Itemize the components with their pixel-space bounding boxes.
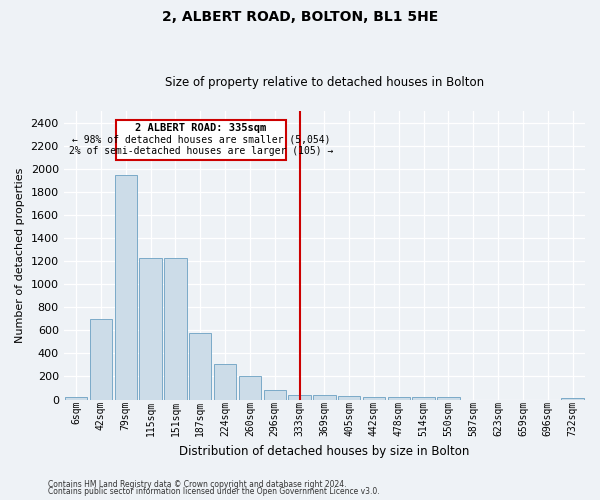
Bar [115, 175, 137, 400]
Bar [437, 396, 460, 400]
Bar [65, 398, 87, 400]
FancyBboxPatch shape [116, 120, 286, 160]
Bar [139, 258, 162, 400]
Text: Contains public sector information licensed under the Open Government Licence v3: Contains public sector information licen… [48, 487, 380, 496]
Bar [214, 364, 236, 400]
Bar [263, 390, 286, 400]
Text: 2, ALBERT ROAD, BOLTON, BL1 5HE: 2, ALBERT ROAD, BOLTON, BL1 5HE [162, 10, 438, 24]
Title: Size of property relative to detached houses in Bolton: Size of property relative to detached ho… [165, 76, 484, 90]
Bar [412, 397, 435, 400]
Bar [562, 398, 584, 400]
Bar [90, 319, 112, 400]
Bar [239, 376, 261, 400]
Text: ← 98% of detached houses are smaller (5,054): ← 98% of detached houses are smaller (5,… [71, 134, 330, 144]
Bar [388, 396, 410, 400]
Text: 2 ALBERT ROAD: 335sqm: 2 ALBERT ROAD: 335sqm [135, 122, 266, 132]
Bar [338, 396, 361, 400]
Text: Contains HM Land Registry data © Crown copyright and database right 2024.: Contains HM Land Registry data © Crown c… [48, 480, 347, 489]
X-axis label: Distribution of detached houses by size in Bolton: Distribution of detached houses by size … [179, 444, 470, 458]
Bar [289, 395, 311, 400]
Bar [363, 396, 385, 400]
Text: 2% of semi-detached houses are larger (105) →: 2% of semi-detached houses are larger (1… [68, 146, 333, 156]
Y-axis label: Number of detached properties: Number of detached properties [15, 168, 25, 343]
Bar [189, 334, 211, 400]
Bar [313, 395, 335, 400]
Bar [164, 258, 187, 400]
